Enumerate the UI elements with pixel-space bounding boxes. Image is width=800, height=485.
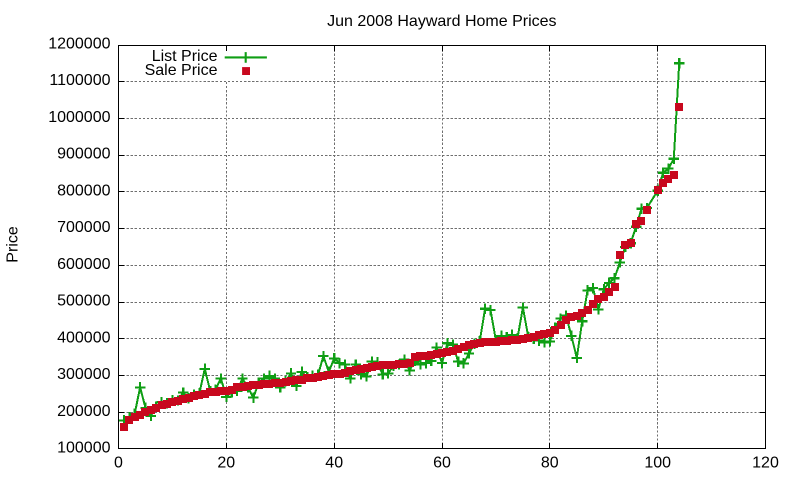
svg-text:40: 40 (325, 455, 343, 472)
svg-text:800000: 800000 (57, 182, 110, 199)
svg-text:900000: 900000 (57, 146, 110, 163)
svg-text:List Price: List Price (152, 48, 218, 65)
svg-text:1000000: 1000000 (48, 109, 110, 126)
svg-text:120: 120 (752, 455, 779, 472)
svg-text:80: 80 (541, 455, 559, 472)
svg-text:200000: 200000 (57, 403, 110, 420)
svg-text:1200000: 1200000 (48, 35, 110, 52)
svg-text:300000: 300000 (57, 366, 110, 383)
svg-text:Jun 2008 Hayward Home Prices: Jun 2008 Hayward Home Prices (327, 13, 556, 30)
svg-text:100: 100 (644, 455, 671, 472)
svg-text:0: 0 (114, 455, 123, 472)
svg-text:600000: 600000 (57, 256, 110, 273)
svg-text:700000: 700000 (57, 219, 110, 236)
svg-text:500000: 500000 (57, 293, 110, 310)
svg-text:20: 20 (217, 455, 235, 472)
svg-text:Price: Price (5, 226, 22, 263)
svg-text:400000: 400000 (57, 329, 110, 346)
svg-text:Sale Price: Sale Price (145, 62, 218, 79)
svg-text:60: 60 (433, 455, 451, 472)
svg-text:100000: 100000 (57, 440, 110, 457)
svg-text:1100000: 1100000 (49, 72, 110, 89)
